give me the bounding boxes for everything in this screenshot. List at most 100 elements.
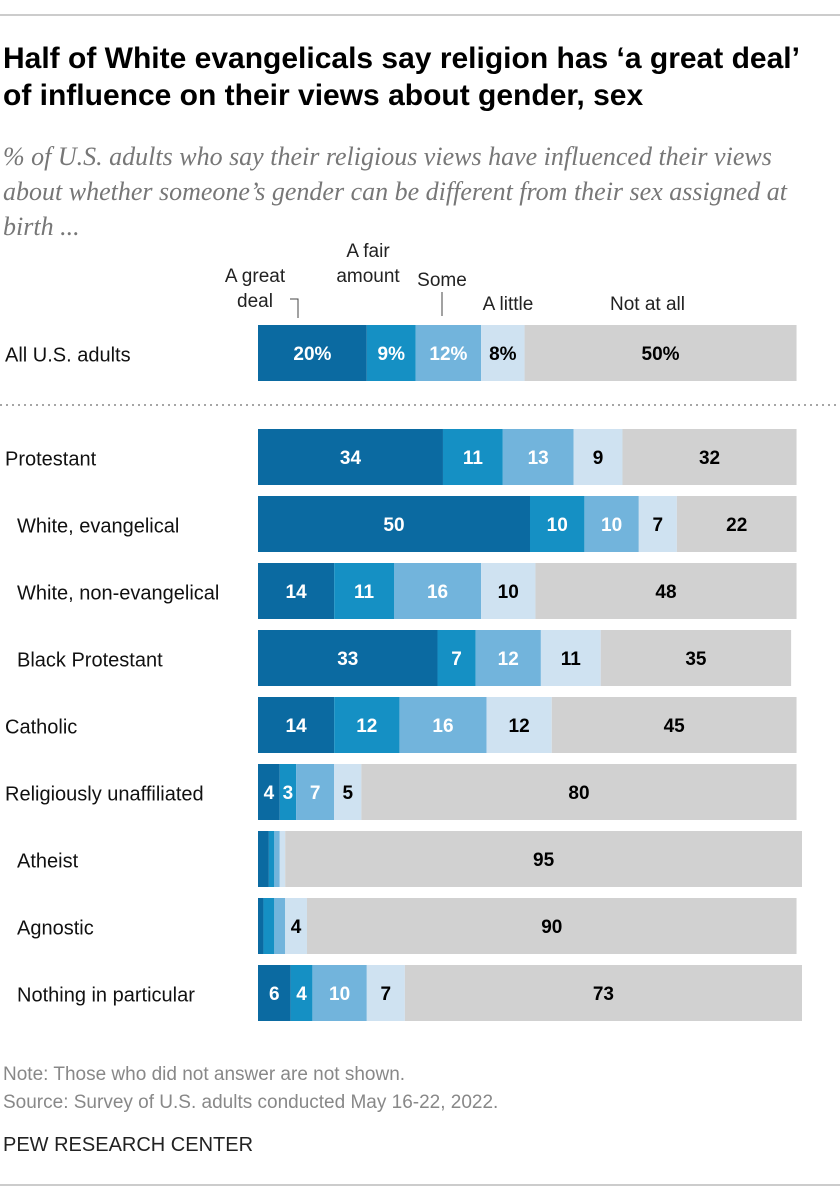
data-label: 8% [489, 344, 517, 365]
data-label: 22 [726, 515, 747, 536]
bar-segment [306, 898, 797, 954]
data-label: 48 [655, 582, 676, 603]
bar-segment [573, 429, 623, 485]
source: Source: Survey of U.S. adults conducted … [3, 1092, 499, 1113]
bar-segment [334, 697, 400, 753]
category-label: Catholic [5, 716, 77, 738]
legend-entry: A little [482, 294, 534, 315]
data-label: 95 [533, 850, 555, 871]
bar-segment [268, 831, 275, 887]
data-label: 12 [498, 649, 519, 670]
bar-segment [475, 630, 541, 686]
bar-segment [676, 496, 797, 552]
bar-segment [258, 429, 443, 485]
category-label: Agnostic [17, 917, 94, 939]
bar-segment [584, 496, 639, 552]
data-label: 14 [286, 716, 308, 737]
bar-segment [530, 496, 585, 552]
data-label: 13 [528, 448, 549, 469]
data-label: 11 [463, 448, 484, 469]
legend-entry: Not at all [610, 294, 685, 315]
bar-segment [399, 697, 487, 753]
category-label: All U.S. adults [5, 344, 131, 366]
bar-segment [258, 325, 367, 381]
data-label: 50% [642, 344, 680, 365]
data-label: 4 [264, 783, 275, 804]
legend-connector [290, 298, 299, 318]
bar-segment [502, 429, 574, 485]
bar-segment [334, 563, 394, 619]
bar-segment [274, 898, 286, 954]
data-label: 73 [593, 984, 614, 1005]
data-label: 7 [310, 783, 321, 804]
bar-segment [258, 965, 291, 1021]
category-label: Nothing in particular [17, 984, 195, 1006]
bar-segment [540, 630, 601, 686]
data-label: 90 [541, 917, 562, 938]
legend-entry: Some [417, 270, 467, 291]
bar-segment [279, 831, 286, 887]
bar-segment [394, 563, 482, 619]
bar-segment [334, 764, 362, 820]
data-label: 11 [354, 582, 375, 603]
data-label: 16 [432, 716, 453, 737]
bar-segment [535, 563, 797, 619]
category-label: Atheist [17, 850, 79, 872]
category-label: White, non-evangelical [17, 582, 219, 604]
bar-segment [258, 697, 335, 753]
bar-segment [638, 496, 677, 552]
bar-segment [415, 325, 482, 381]
data-label: 7 [381, 984, 392, 1005]
data-label: 16 [427, 582, 448, 603]
bar-segment [366, 325, 416, 381]
bar-segment [279, 764, 297, 820]
bar-segment [258, 764, 280, 820]
bar-segment [361, 764, 797, 820]
bar-segment [296, 764, 335, 820]
data-label: 12 [509, 716, 530, 737]
data-label: 34 [340, 448, 362, 469]
data-label: 9 [593, 448, 604, 469]
chart-subtitle: % of U.S. adults who say their religious… [3, 142, 787, 241]
data-label: 11 [561, 649, 582, 670]
bar-segment [622, 429, 797, 485]
bar-segment [263, 898, 275, 954]
bar-segment [524, 325, 797, 381]
chart-title: Half of White evangelicals say religion … [3, 42, 799, 112]
legend-entry: A fair amount [336, 241, 400, 287]
bar-segment [551, 697, 797, 753]
data-label: 35 [685, 649, 707, 670]
data-label: 33 [337, 649, 358, 670]
data-label: 50 [383, 515, 404, 536]
data-label: 7 [451, 649, 462, 670]
bar-segment [258, 496, 530, 552]
bar-segment [600, 630, 792, 686]
data-label: 10 [601, 515, 622, 536]
category-label: White, evangelical [17, 515, 179, 537]
data-label: 7 [653, 515, 664, 536]
bar-segment [258, 630, 438, 686]
bar-segment [437, 630, 476, 686]
note: Note: Those who did not answer are not s… [3, 1064, 406, 1085]
bar-segment [290, 965, 313, 1021]
data-label: 32 [699, 448, 720, 469]
category-label: Black Protestant [17, 649, 163, 671]
data-label: 6 [269, 984, 280, 1005]
data-label: 10 [547, 515, 568, 536]
bar-segment [404, 965, 802, 1021]
data-label: 12% [429, 344, 467, 365]
legend-entry: A great deal [224, 266, 286, 312]
bar-segment [366, 965, 405, 1021]
bar-segment [481, 325, 525, 381]
category-label: Religiously unaffiliated [5, 783, 204, 805]
data-label: 5 [342, 783, 353, 804]
data-label: 80 [568, 783, 589, 804]
bar-segment [486, 697, 552, 753]
bar-segment [258, 563, 335, 619]
data-label: 10 [329, 984, 350, 1005]
data-label: 12 [356, 716, 377, 737]
data-label: 10 [498, 582, 519, 603]
category-label: Protestant [5, 448, 97, 470]
